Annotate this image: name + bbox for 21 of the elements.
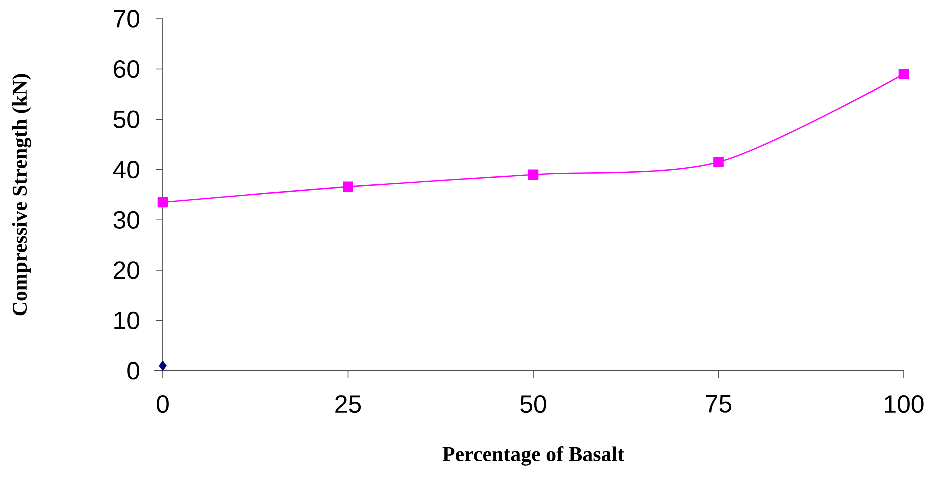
point [528,170,539,180]
y-tick-label: 70 [114,10,140,28]
y-tick-label: 20 [114,262,140,280]
y-axis-title: Compressive Strength (kN) [12,74,32,316]
x-tick-label: 100 [885,396,924,414]
x-tick-label: 50 [520,396,546,414]
x-tick-label: 75 [706,396,732,413]
y-tick-label: 40 [113,161,140,179]
point [343,182,354,192]
point [898,69,910,80]
y-tick-label: 50 [114,110,140,128]
y-tick-label: 60 [114,60,140,78]
point [159,360,167,372]
point [158,197,168,208]
x-tick-label: 0 [157,396,169,414]
y-tick-label: 0 [128,362,140,380]
y-tick-label: 10 [114,312,140,330]
point [714,157,724,168]
x-tick-label: 25 [336,396,362,414]
y-tick-label: 30 [114,211,140,229]
x-axis-title: Percentage of Basalt [442,446,624,466]
